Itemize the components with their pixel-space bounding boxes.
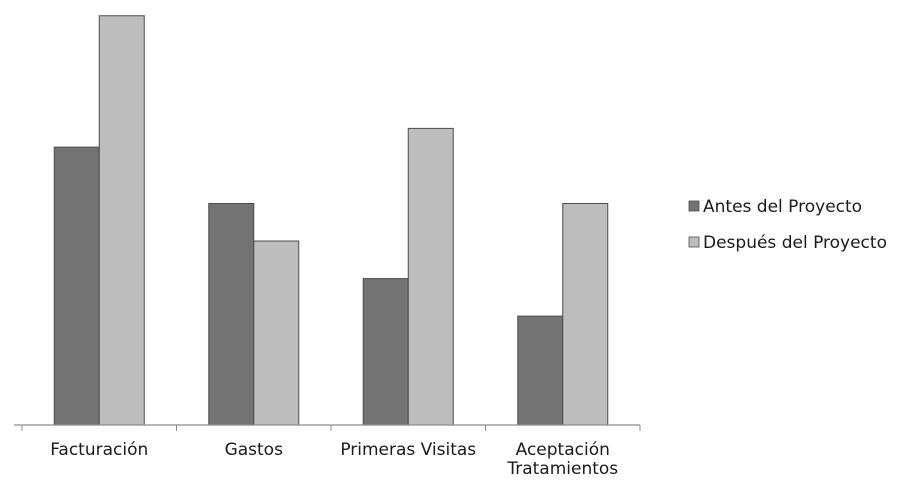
x-tick-label-2: Gastos (225, 440, 284, 460)
bar-series-1-category-4 (518, 316, 563, 425)
legend-label-1: Antes del Proyecto (703, 197, 862, 217)
bar-series-2-category-1 (99, 16, 144, 425)
x-axis-labels: Facturación Gastos Primeras Visitas Aceptac… (50, 440, 618, 479)
x-tick-label-line: Facturación (50, 440, 148, 460)
bar-series-2-category-4 (563, 203, 608, 425)
bar-series-1-category-3 (363, 279, 408, 425)
bar-series-2-category-2 (254, 241, 299, 425)
bar-series-1-category-1 (54, 147, 99, 425)
x-tick-label-line: Aceptación (516, 440, 610, 460)
legend-swatch-2 (689, 237, 699, 247)
bar-series-1-category-2 (209, 203, 254, 425)
legend-label-2: Después del Proyecto (703, 233, 887, 253)
x-tick-label-line: Gastos (225, 440, 284, 460)
x-tick-label-line: Tratamientos (506, 459, 618, 479)
x-tick-label-line: Primeras Visitas (340, 440, 476, 460)
x-tick-label-4: Aceptación Tratamientos (506, 440, 618, 479)
legend-swatch-1 (689, 201, 699, 211)
x-axis-ticks (22, 425, 640, 431)
legend: Antes del Proyecto Después del Proyecto (689, 197, 887, 253)
x-tick-label-1: Facturación (50, 440, 148, 460)
bar-series-2-category-3 (408, 128, 453, 425)
x-tick-label-3: Primeras Visitas (340, 440, 476, 460)
bars-group (54, 16, 608, 425)
